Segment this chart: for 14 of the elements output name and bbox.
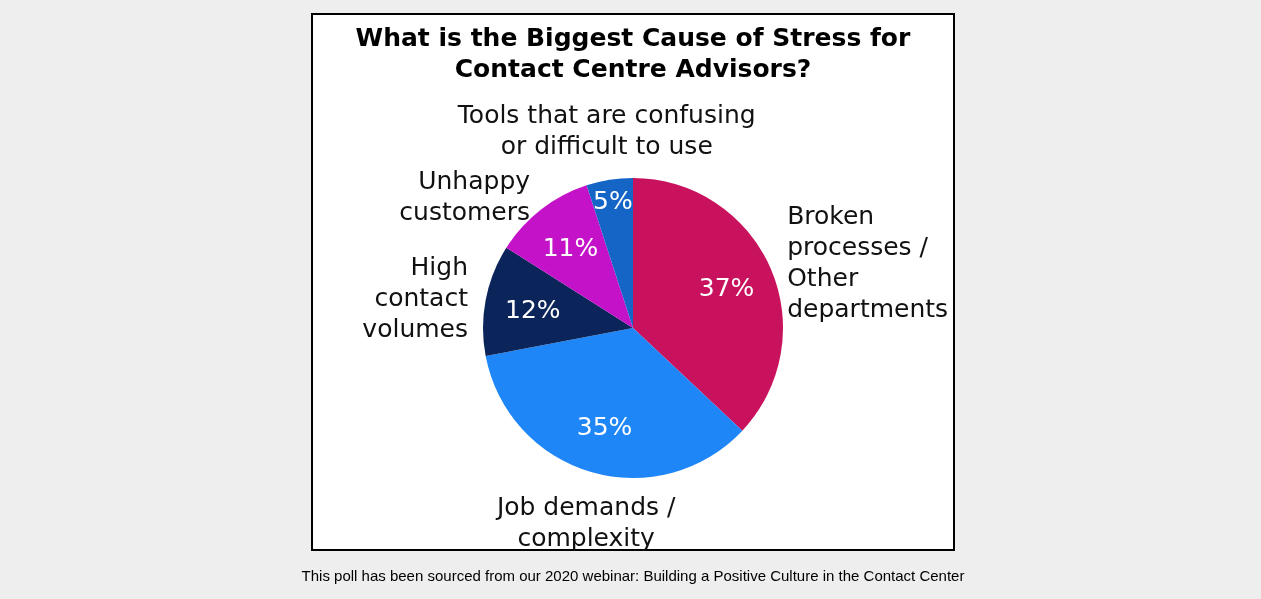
slice-label: Unhappy customers [399, 165, 531, 226]
data-label: 37% [698, 273, 755, 303]
pie-slice [485, 328, 743, 478]
data-label: 12% [505, 294, 561, 324]
slice-label: Tools that are confusing or difficult to use [456, 100, 756, 161]
data-label: 11% [542, 233, 599, 263]
slice-label: Broken processes / Other departments [787, 200, 949, 323]
slice-label: High contact volumes [362, 251, 469, 343]
chart-title: What is the Biggest Cause of Stress for Contact Centre Advisors? [355, 23, 912, 83]
slice-label: Job demands / complexity [494, 492, 676, 553]
text: This poll has been sourced from our 2020 webinar: Building a Positive Culture in the Contact Center [301, 567, 965, 584]
data-label: 35% [576, 411, 633, 441]
pie-slice [633, 178, 783, 431]
data-label: 5% [592, 186, 633, 216]
